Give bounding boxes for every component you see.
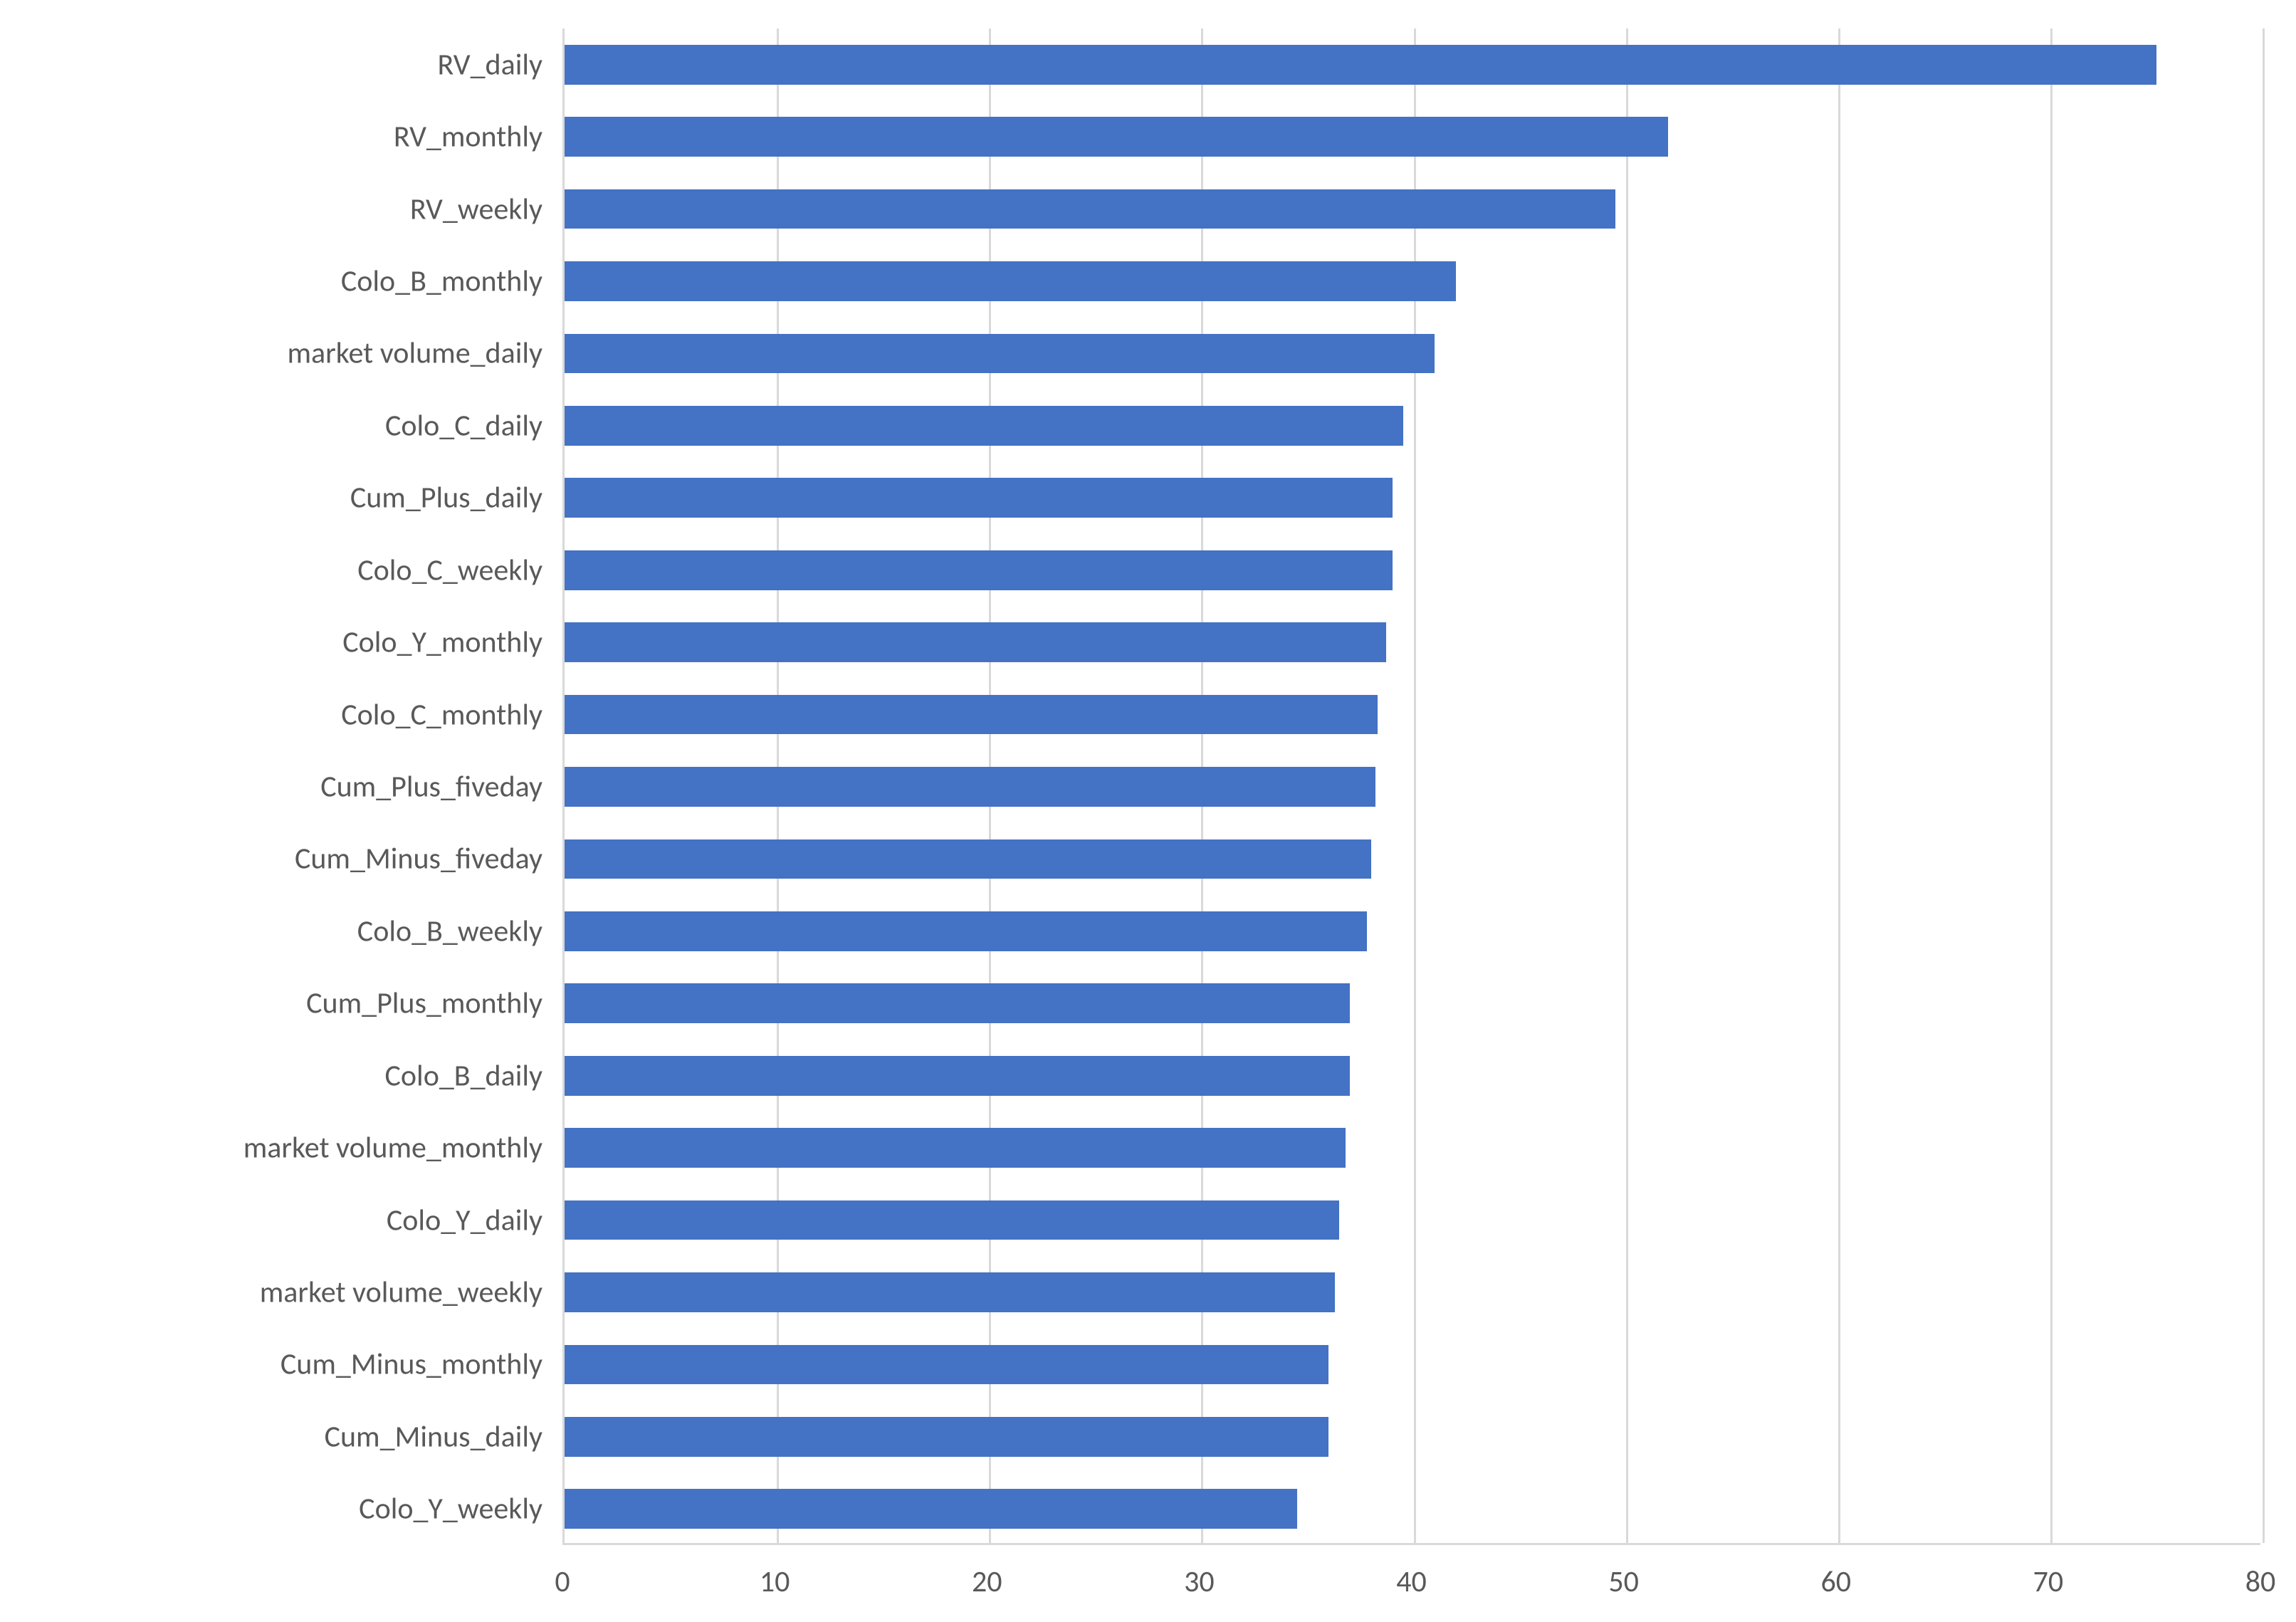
x-tick-label: 60 [1820, 1564, 1851, 1600]
bar [565, 1489, 1297, 1529]
y-category-label: market volume_monthly [243, 1130, 542, 1166]
bar [565, 1128, 1346, 1168]
x-tick-label: 10 [760, 1564, 790, 1600]
y-category-label: Cum_Minus_monthly [281, 1346, 542, 1383]
bar [565, 261, 1456, 301]
x-tick-label: 20 [972, 1564, 1002, 1600]
y-category-label: Colo_B_daily [385, 1057, 542, 1094]
y-category-label: RV_daily [438, 46, 542, 83]
bar [565, 983, 1350, 1023]
y-category-label: Cum_Minus_daily [325, 1418, 542, 1455]
x-tick-label: 80 [2245, 1564, 2276, 1600]
gridline [2050, 28, 2053, 1543]
y-category-label: Colo_C_daily [385, 407, 542, 444]
x-tick-label: 0 [555, 1564, 570, 1600]
gridline [1838, 28, 1840, 1543]
gridline [2263, 28, 2265, 1543]
bar [565, 117, 1668, 157]
y-category-label: Cum_Plus_daily [350, 480, 542, 516]
y-category-label: Colo_Y_daily [387, 1202, 542, 1238]
y-category-label: market volume_daily [287, 335, 542, 372]
bar [565, 839, 1371, 879]
y-category-label: RV_monthly [394, 119, 542, 155]
bar [565, 695, 1378, 735]
bar [565, 45, 2156, 85]
bar [565, 1056, 1350, 1096]
gridline [1414, 28, 1416, 1543]
y-category-label: Colo_B_monthly [341, 263, 542, 300]
bar [565, 767, 1375, 807]
y-category-label: Cum_Plus_fiveday [320, 769, 542, 805]
y-category-label: Cum_Minus_fiveday [295, 841, 542, 877]
bar [565, 1345, 1328, 1385]
x-tick-label: 70 [2033, 1564, 2064, 1600]
bar [565, 334, 1435, 374]
y-category-label: market volume_weekly [260, 1275, 542, 1311]
bar [565, 1200, 1339, 1240]
x-tick-label: 30 [1184, 1564, 1215, 1600]
chart-root: 0 10 20 30 40 50 60 70 80 RV_daily RV_monthly RV_we… [0, 0, 2296, 1622]
bar [565, 550, 1393, 590]
x-tick-label: 50 [1608, 1564, 1639, 1600]
y-category-label: RV_weekly [410, 191, 542, 227]
y-category-label: Colo_Y_monthly [342, 624, 542, 661]
bar [565, 911, 1367, 951]
bar [565, 1417, 1328, 1457]
x-tick-label: 40 [1396, 1564, 1427, 1600]
bar [565, 478, 1393, 518]
bar [565, 189, 1615, 229]
y-category-label: Cum_Plus_monthly [306, 985, 542, 1022]
plot-area [562, 28, 2260, 1545]
y-category-label: Colo_C_monthly [341, 696, 542, 733]
gridline [1626, 28, 1628, 1543]
y-category-label: Colo_C_weekly [357, 552, 542, 588]
y-category-label: Colo_B_weekly [357, 913, 542, 949]
bar [565, 622, 1386, 662]
y-category-label: Colo_Y_weekly [359, 1491, 542, 1527]
bar [565, 406, 1403, 446]
bar [565, 1272, 1335, 1312]
